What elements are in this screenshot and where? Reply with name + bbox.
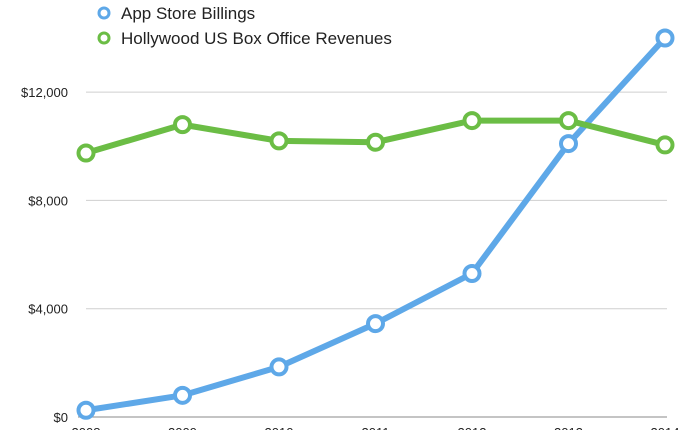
data-point xyxy=(366,132,385,152)
x-tick-label: 2013 xyxy=(554,425,583,430)
legend-label: App Store Billings xyxy=(121,4,255,23)
data-point xyxy=(559,111,578,131)
x-tick-label: 2009 xyxy=(168,425,197,430)
y-tick-label: $4,000 xyxy=(28,302,68,317)
x-tick-label: 2014 xyxy=(651,425,680,430)
y-tick-label: $0 xyxy=(54,410,68,425)
data-point xyxy=(76,143,96,163)
legend: App Store Billings Hollywood US Box Offic… xyxy=(97,4,392,48)
data-point xyxy=(559,134,578,154)
data-point xyxy=(366,314,385,334)
data-point xyxy=(655,135,675,155)
x-tick-label: 2010 xyxy=(265,425,294,430)
data-point xyxy=(462,264,482,284)
data-point xyxy=(76,400,96,420)
series-lines xyxy=(76,28,675,420)
data-point xyxy=(269,357,289,377)
y-tick-label: $12,000 xyxy=(21,85,68,100)
data-point xyxy=(655,28,675,48)
x-tick-label: 2008 xyxy=(72,425,101,430)
data-point xyxy=(269,131,289,151)
series-line-0 xyxy=(83,35,668,414)
legend-marker-icon xyxy=(97,31,111,45)
x-tick-labels: 2008 2009 2010 2011 2012 2013 2014 xyxy=(72,425,680,430)
y-tick-labels: $0 $4,000 $8,000 $12,000 xyxy=(21,85,68,425)
y-tick-label: $8,000 xyxy=(28,193,68,208)
data-point xyxy=(173,385,192,405)
x-tick-label: 2012 xyxy=(458,425,487,430)
legend-label: Hollywood US Box Office Revenues xyxy=(121,29,392,48)
data-point xyxy=(173,115,192,135)
x-tick-label: 2011 xyxy=(362,425,390,430)
grid xyxy=(86,91,667,310)
data-point xyxy=(462,111,482,131)
legend-marker-icon xyxy=(97,6,111,20)
